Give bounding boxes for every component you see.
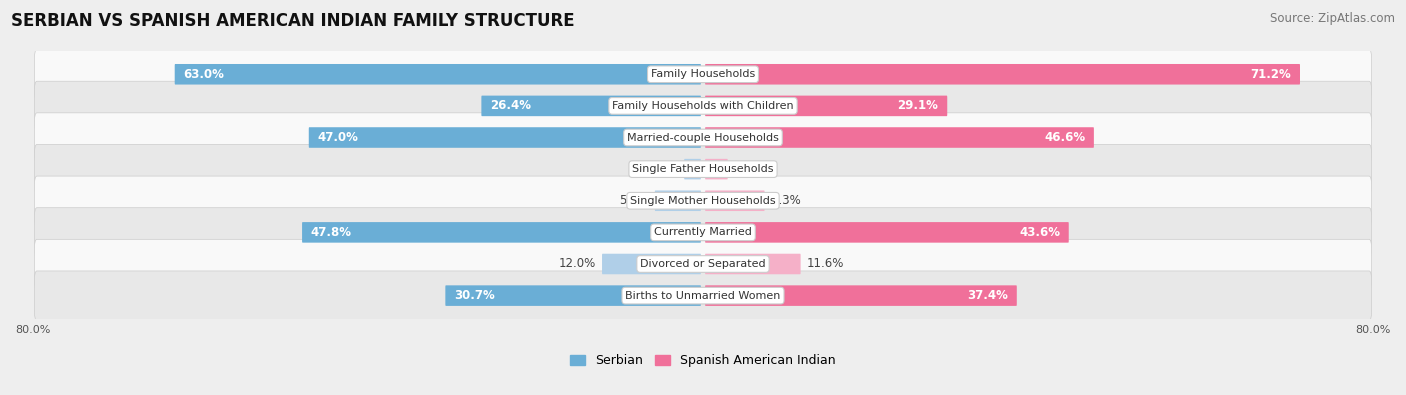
FancyBboxPatch shape — [302, 222, 702, 243]
FancyBboxPatch shape — [704, 127, 1094, 148]
Text: Single Mother Households: Single Mother Households — [630, 196, 776, 206]
FancyBboxPatch shape — [655, 190, 702, 211]
Text: Family Households with Children: Family Households with Children — [612, 101, 794, 111]
Text: 37.4%: 37.4% — [967, 289, 1008, 302]
FancyBboxPatch shape — [34, 145, 1372, 194]
FancyBboxPatch shape — [704, 285, 1017, 306]
Text: Family Households: Family Households — [651, 69, 755, 79]
FancyBboxPatch shape — [34, 50, 1372, 99]
FancyBboxPatch shape — [34, 81, 1372, 131]
Text: Currently Married: Currently Married — [654, 228, 752, 237]
Text: SERBIAN VS SPANISH AMERICAN INDIAN FAMILY STRUCTURE: SERBIAN VS SPANISH AMERICAN INDIAN FAMIL… — [11, 12, 575, 30]
Text: 63.0%: 63.0% — [184, 68, 225, 81]
Text: Source: ZipAtlas.com: Source: ZipAtlas.com — [1270, 12, 1395, 25]
Text: 29.1%: 29.1% — [897, 100, 938, 113]
Text: Births to Unmarried Women: Births to Unmarried Women — [626, 291, 780, 301]
FancyBboxPatch shape — [34, 113, 1372, 162]
FancyBboxPatch shape — [34, 176, 1372, 226]
Text: 30.7%: 30.7% — [454, 289, 495, 302]
Text: 11.6%: 11.6% — [807, 258, 844, 271]
Text: 2.9%: 2.9% — [734, 163, 763, 176]
Text: 2.2%: 2.2% — [648, 163, 678, 176]
FancyBboxPatch shape — [704, 222, 1069, 243]
Text: Married-couple Households: Married-couple Households — [627, 132, 779, 143]
FancyBboxPatch shape — [34, 239, 1372, 289]
FancyBboxPatch shape — [34, 208, 1372, 257]
FancyBboxPatch shape — [685, 159, 702, 179]
Text: 26.4%: 26.4% — [491, 100, 531, 113]
Legend: Serbian, Spanish American Indian: Serbian, Spanish American Indian — [565, 349, 841, 372]
FancyBboxPatch shape — [704, 64, 1301, 85]
Text: 5.7%: 5.7% — [619, 194, 648, 207]
Text: 47.8%: 47.8% — [311, 226, 352, 239]
Text: Single Father Households: Single Father Households — [633, 164, 773, 174]
FancyBboxPatch shape — [602, 254, 702, 274]
FancyBboxPatch shape — [309, 127, 702, 148]
FancyBboxPatch shape — [34, 271, 1372, 320]
Text: 71.2%: 71.2% — [1250, 68, 1291, 81]
FancyBboxPatch shape — [174, 64, 702, 85]
FancyBboxPatch shape — [704, 190, 765, 211]
FancyBboxPatch shape — [704, 254, 800, 274]
Text: 47.0%: 47.0% — [318, 131, 359, 144]
Text: 12.0%: 12.0% — [558, 258, 596, 271]
Text: 43.6%: 43.6% — [1019, 226, 1060, 239]
Text: 7.3%: 7.3% — [770, 194, 800, 207]
Text: 46.6%: 46.6% — [1043, 131, 1085, 144]
FancyBboxPatch shape — [704, 96, 948, 116]
Text: Divorced or Separated: Divorced or Separated — [640, 259, 766, 269]
FancyBboxPatch shape — [704, 159, 728, 179]
FancyBboxPatch shape — [446, 285, 702, 306]
FancyBboxPatch shape — [481, 96, 702, 116]
